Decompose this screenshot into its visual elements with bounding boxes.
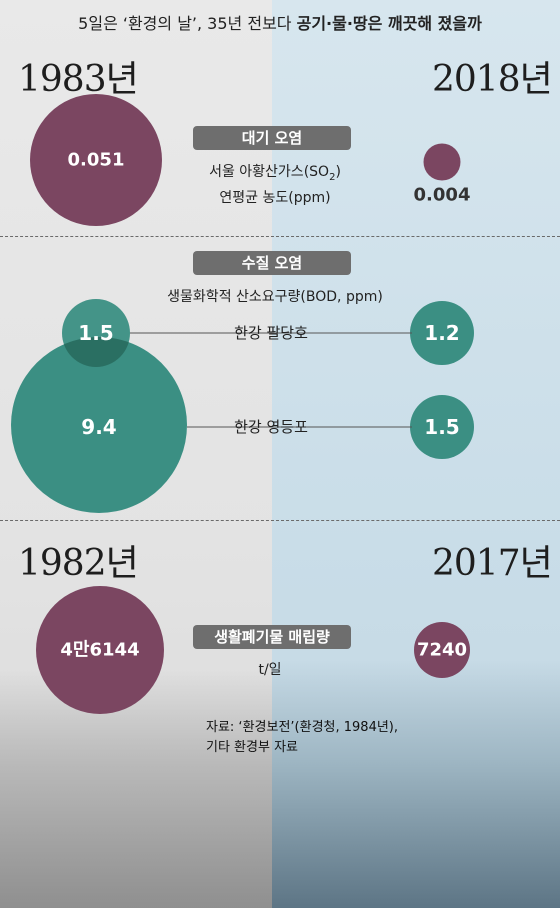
source-note: 자료: ‘환경보전’(환경청, 1984년), 기타 환경부 자료 <box>206 718 398 758</box>
waste-value-1982: 4만6144 <box>60 640 139 661</box>
waste-label: 생활폐기물 매립량 <box>193 625 351 649</box>
year-bottom-right: 2017년 <box>432 543 553 584</box>
water-bubble-yeongdeungpo-1983 <box>11 337 187 513</box>
air-desc-line2: 연평균 농도(ppm) <box>219 189 331 206</box>
waste-unit: t/일 <box>258 662 282 678</box>
air-desc-sub: 2 <box>329 171 336 183</box>
air-label: 대기 오염 <box>193 126 351 150</box>
water-description: 생물화학적 산소요구량(BOD, ppm) <box>167 289 383 305</box>
divider-1 <box>0 236 560 237</box>
year-bottom-left: 1982년 <box>18 543 139 584</box>
source-line2: 기타 환경부 자료 <box>206 740 298 755</box>
air-description: 서울 아황산가스(SO2) 연평균 농도(ppm) <box>170 162 380 208</box>
water-value-yeongdeungpo-2018: 1.5 <box>424 415 459 439</box>
year-top-right: 2018년 <box>432 59 553 100</box>
source-line1: 자료: ‘환경보전’(환경청, 1984년), <box>206 720 399 735</box>
air-desc-line1: 서울 아황산가스(SO <box>209 164 330 180</box>
water-value-paldang-2018: 1.2 <box>424 321 459 345</box>
water-bubble-yeongdeungpo-2018 <box>410 395 474 459</box>
air-desc-close: ) <box>335 164 341 180</box>
air-value-1983: 0.051 <box>68 150 125 171</box>
water-label: 수질 오염 <box>193 251 351 275</box>
water-value-paldang-1983: 1.5 <box>78 321 113 345</box>
water-overlap <box>62 337 130 367</box>
air-bubble-1983 <box>30 94 162 226</box>
waste-bubble-2017 <box>414 622 470 678</box>
waste-value-2017: 7240 <box>417 640 467 661</box>
water-value-yeongdeungpo-1983: 9.4 <box>81 415 116 439</box>
water-row-label-paldang: 한강 팔당호 <box>234 324 308 342</box>
street-photo-past <box>0 670 272 908</box>
title-plain: 5일은 ‘환경의 날’, 35년 전보다 <box>78 14 297 33</box>
waste-bubble-1982 <box>36 586 164 714</box>
street-photo-present <box>272 660 560 908</box>
water-bubble-paldang-2018 <box>410 301 474 365</box>
divider-2 <box>0 520 560 521</box>
water-row-label-yeongdeungpo: 한강 영등포 <box>234 418 308 436</box>
title-bold: 공기·물·땅은 깨끗해 졌을까 <box>296 14 482 33</box>
air-value-2018: 0.004 <box>414 185 471 206</box>
page-title: 5일은 ‘환경의 날’, 35년 전보다 공기·물·땅은 깨끗해 졌을까 <box>0 10 560 34</box>
air-bubble-2018 <box>423 143 461 181</box>
year-top-left: 1983년 <box>18 59 139 100</box>
